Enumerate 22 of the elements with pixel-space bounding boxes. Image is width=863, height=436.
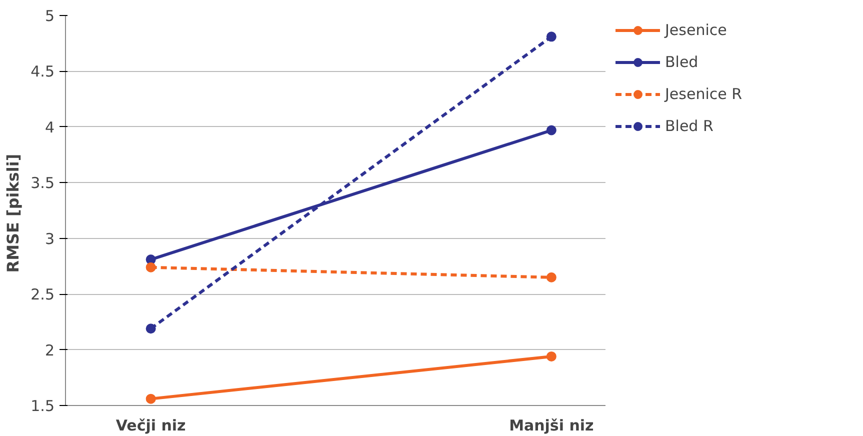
point bbox=[546, 351, 556, 362]
y-tick-label: 5 bbox=[44, 7, 55, 25]
point bbox=[146, 394, 156, 404]
point bbox=[546, 272, 556, 282]
y-tick-label: 2 bbox=[44, 341, 55, 360]
legend-label: Bled bbox=[665, 53, 698, 71]
legend-label: Jesenice R bbox=[665, 85, 742, 103]
legend-label: Bled R bbox=[665, 117, 714, 135]
y-tick-label: 3.5 bbox=[30, 174, 55, 192]
y-axis-title: RMSE [piksli] bbox=[4, 154, 23, 273]
legend-label: Jesenice bbox=[665, 21, 727, 39]
y-tick-label: 2.5 bbox=[30, 286, 55, 304]
x-tick-label: Večji niz bbox=[116, 416, 186, 434]
y-tick-label: 3 bbox=[44, 230, 55, 248]
point bbox=[546, 32, 556, 42]
point bbox=[146, 324, 156, 334]
y-tick-label: 4 bbox=[44, 118, 55, 136]
y-tick-label: 1.5 bbox=[30, 397, 55, 415]
y-tick-label: 4.5 bbox=[30, 62, 55, 81]
x-tick-label: Manjši niz bbox=[509, 416, 594, 434]
point bbox=[546, 125, 556, 136]
point bbox=[146, 262, 156, 272]
